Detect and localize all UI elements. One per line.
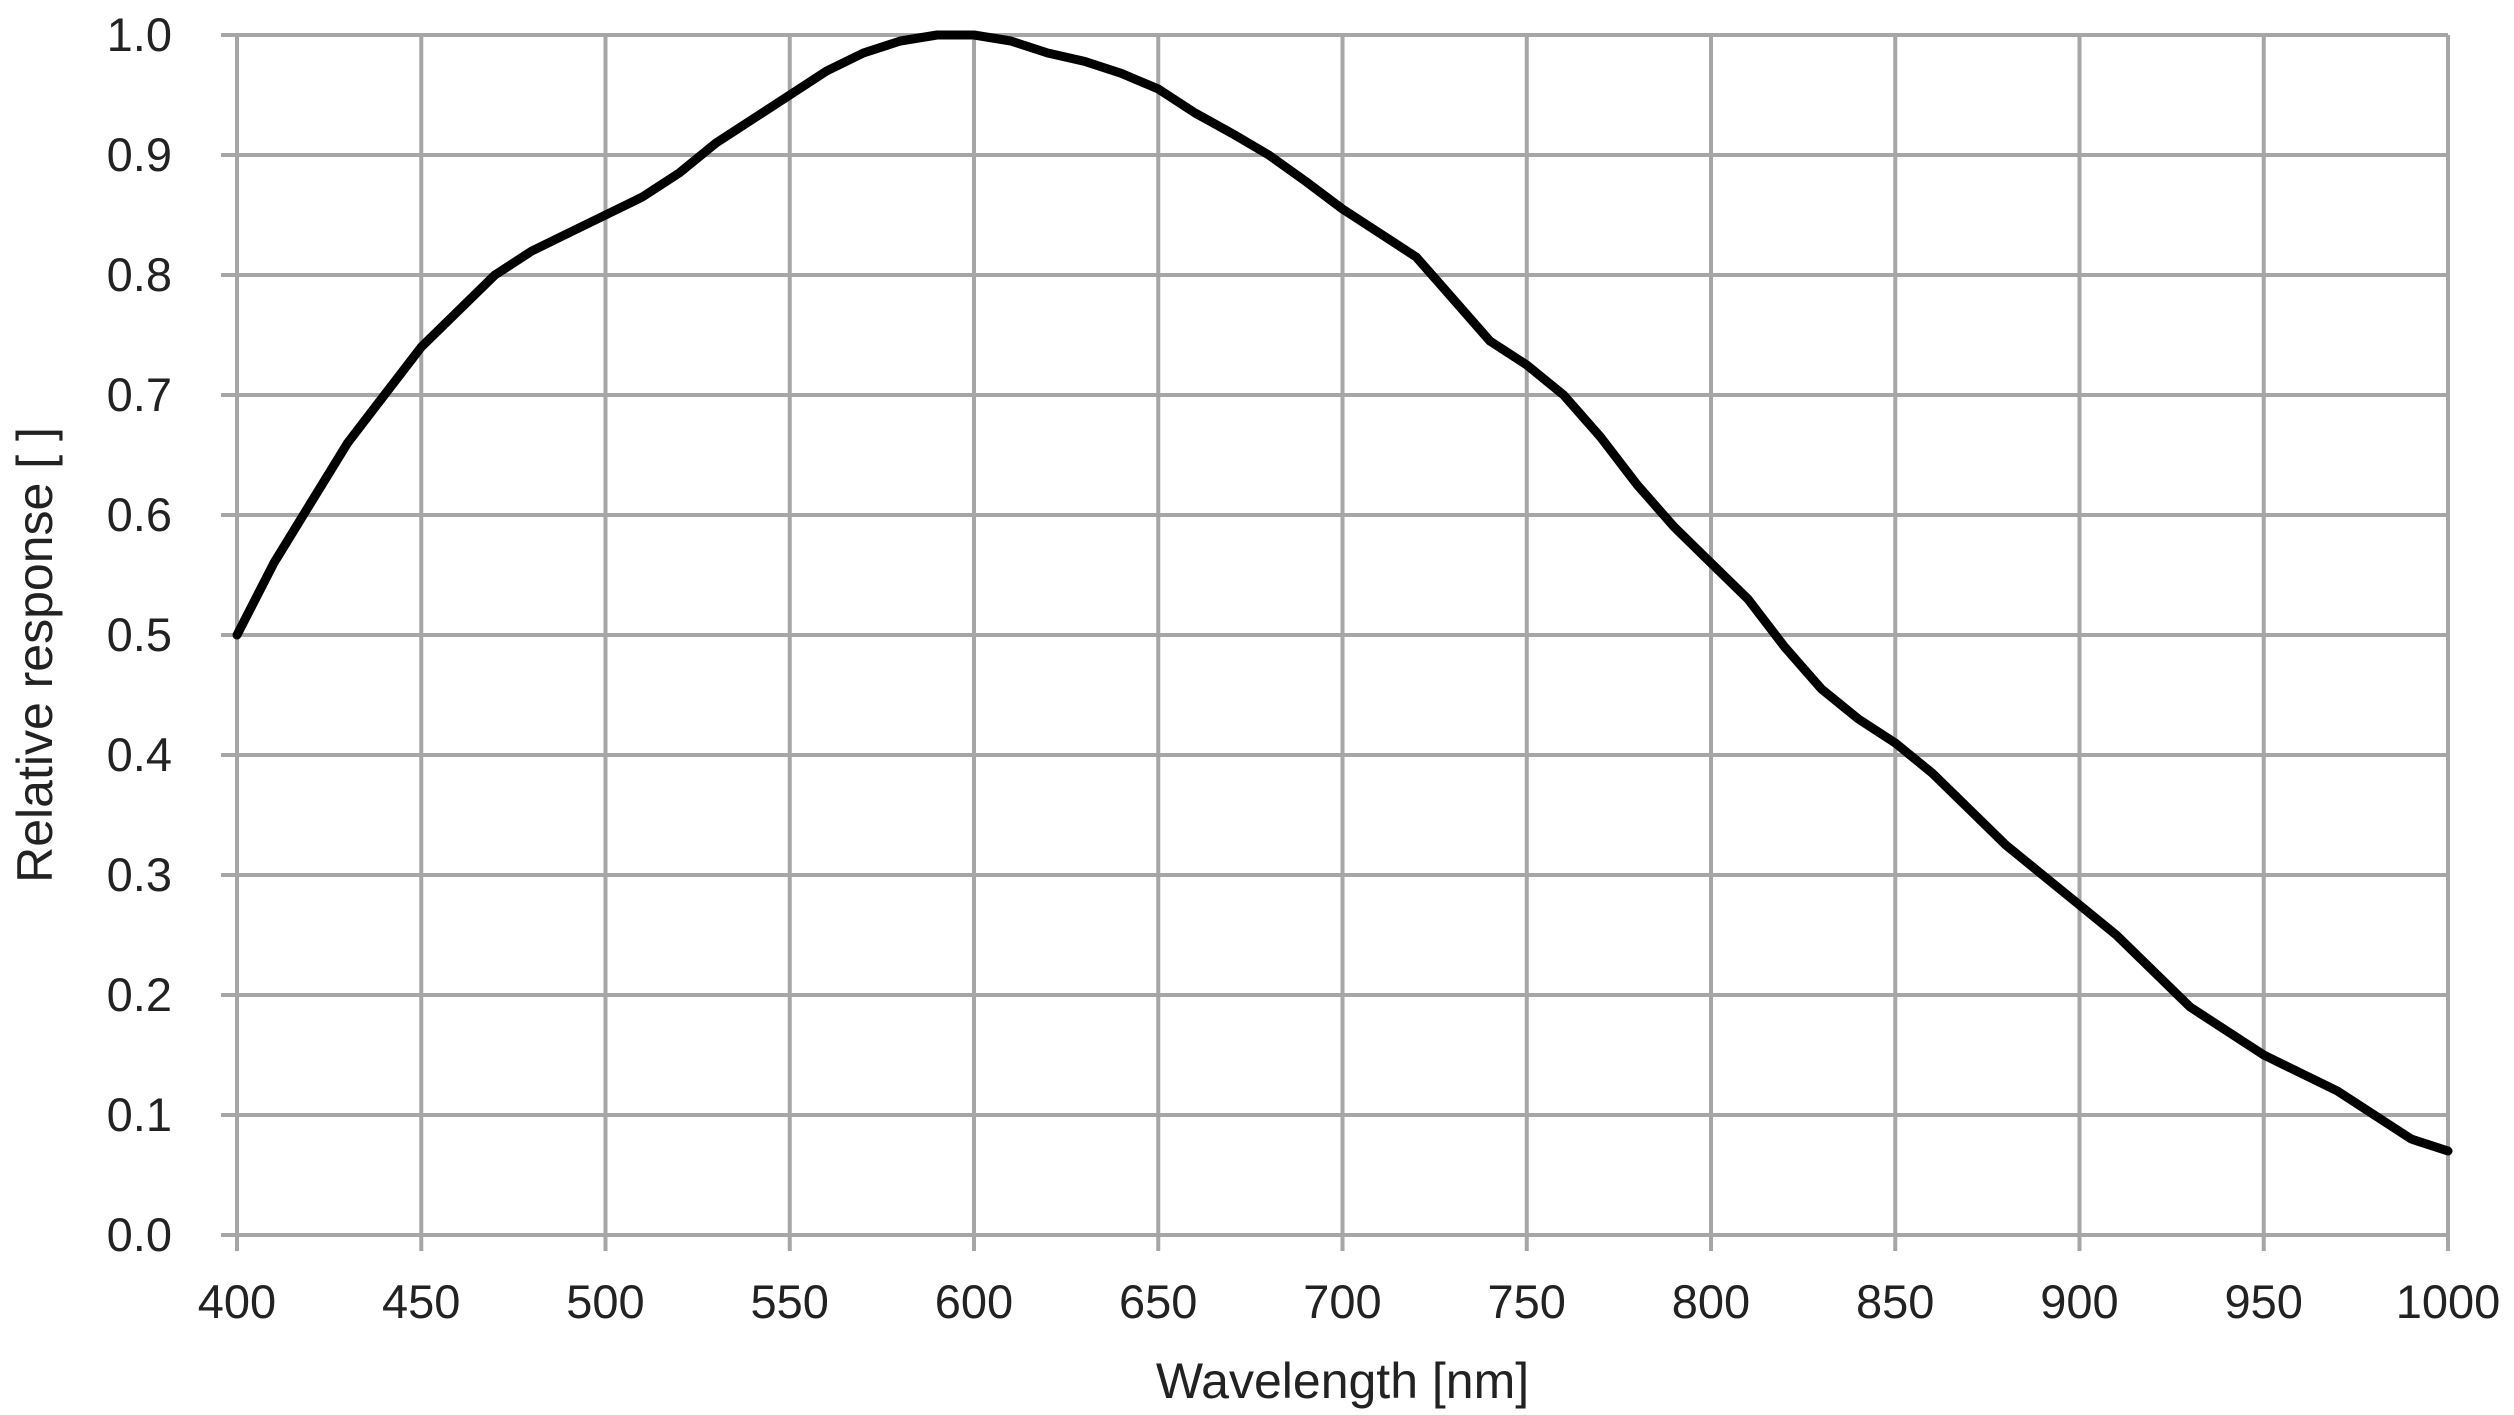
grid [221,33,2450,1251]
x-tick-label: 850 [1856,1275,1934,1328]
y-tick-label: 0.2 [107,968,172,1021]
x-tick-label: 750 [1488,1275,1566,1328]
x-tick-label: 650 [1119,1275,1197,1328]
series-group [232,30,2453,1156]
x-tick-label: 450 [382,1275,460,1328]
x-tick-label: 1000 [2396,1275,2501,1328]
y-tick-label: 1.0 [107,8,172,61]
y-tick-label: 0.8 [107,248,172,301]
x-tick-label: 400 [198,1275,276,1328]
y-tick-label: 0.6 [107,488,172,541]
y-tick-label: 0.3 [107,848,172,901]
y-tick-labels: 0.0 0.1 0.2 0.3 0.4 0.5 0.6 0.7 0.8 0.9 1.0 [107,8,172,1261]
y-tick-label: 0.7 [107,368,172,421]
x-tick-label: 700 [1303,1275,1381,1328]
x-tick-label: 600 [935,1275,1013,1328]
y-tick-label: 0.4 [107,728,172,781]
y-tick-label: 0.1 [107,1088,172,1141]
x-tick-label: 550 [751,1275,829,1328]
y-tick-label: 0.0 [107,1208,172,1261]
series-line-1 [232,30,2453,1156]
x-tick-label: 950 [2225,1275,2303,1328]
y-tick-label: 0.5 [107,608,172,661]
x-tick-labels: 400 450 500 550 600 650 700 750 800 850 900 950 1000 [198,1275,2500,1328]
y-tick-label: 0.9 [107,128,172,181]
x-axis-title: Wavelength [nm] [1156,1353,1529,1409]
x-tick-label: 800 [1672,1275,1750,1328]
x-tick-label: 500 [566,1275,644,1328]
y-axis-title: Relative response [ ] [7,427,63,883]
x-tick-label: 900 [2040,1275,2118,1328]
